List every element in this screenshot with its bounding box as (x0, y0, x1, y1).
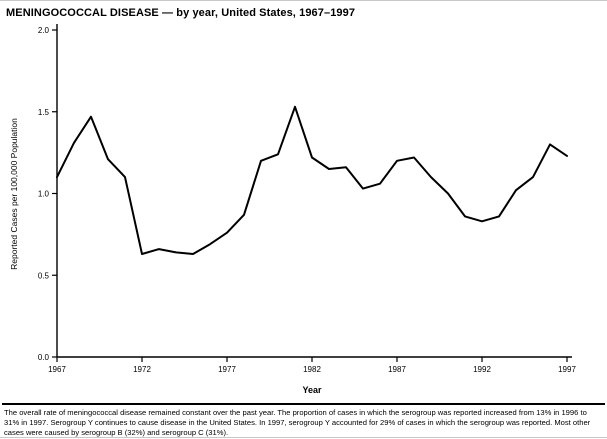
x-tick-label: 1997 (558, 365, 576, 374)
y-tick-label: 2.0 (38, 26, 50, 35)
x-tick-label: 1967 (48, 365, 66, 374)
plot-area: 0.0 0.5 1.0 1.5 2.0 1967 1972 1977 1982 1987 1992 1… (38, 24, 576, 374)
y-tick-label: 1.0 (38, 190, 50, 199)
y-tick-label: 1.5 (38, 108, 50, 117)
footnote-rule (2, 403, 605, 405)
data-line (56, 105, 568, 255)
x-tick-label: 1982 (303, 365, 321, 374)
y-tick-label: 0.5 (38, 271, 50, 280)
scan-edge-top (0, 0, 607, 1)
scan-edge-bottom (0, 437, 607, 438)
x-axis-label: Year (302, 385, 322, 395)
line-chart: 0.0 0.5 1.0 1.5 2.0 1967 1972 1977 1982 1987 1992 1… (9, 24, 576, 395)
y-tick-label: 0.0 (38, 353, 50, 362)
x-tick-label: 1977 (218, 365, 236, 374)
y-axis-label: Reported Cases per 100,000 Population (9, 118, 19, 270)
chart-title: MENINGOCOCCAL DISEASE — by year, United … (6, 7, 356, 19)
x-tick-label: 1992 (473, 365, 491, 374)
x-tick-label: 1987 (388, 365, 406, 374)
footnote-text: The overall rate of meningococcal diseas… (4, 408, 591, 437)
x-tick-label: 1972 (133, 365, 151, 374)
